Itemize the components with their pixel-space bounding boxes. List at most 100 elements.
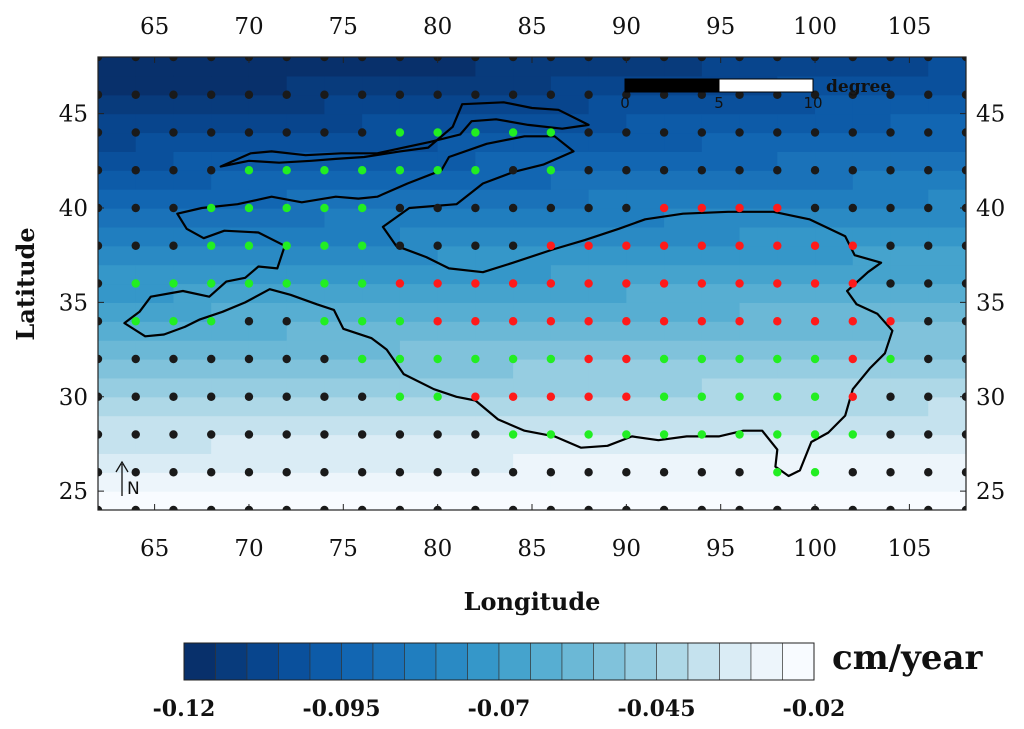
x-tick-label-bottom: 70 — [234, 536, 263, 562]
x-tick-label-top: 80 — [423, 14, 452, 40]
field-cell — [211, 321, 250, 341]
field-cell — [815, 113, 854, 134]
field-cell — [777, 434, 816, 454]
x-tick-label-bottom: 90 — [612, 536, 641, 562]
field-cell — [211, 75, 250, 96]
grid-point-insignificant — [622, 468, 631, 477]
field-cell — [135, 75, 175, 96]
field-cell — [701, 453, 741, 473]
field-cell — [664, 415, 703, 436]
grid-point-insignificant — [282, 128, 291, 137]
field-cell — [399, 377, 439, 398]
grid-point-red — [697, 203, 707, 213]
field-cell — [135, 359, 175, 379]
grid-point-insignificant — [207, 392, 216, 401]
field-cell — [286, 434, 326, 454]
grid-point-red — [584, 354, 593, 364]
field-cell — [173, 340, 212, 360]
grid-point-insignificant — [131, 468, 140, 477]
field-cell — [777, 302, 816, 322]
grid-point-insignificant — [471, 90, 480, 99]
north-arrow: N — [115, 460, 140, 499]
field-cell — [852, 283, 892, 303]
field-cell — [475, 151, 514, 171]
grid-point-insignificant — [622, 90, 631, 99]
grid-point-insignificant — [584, 128, 593, 137]
field-cell — [777, 245, 816, 266]
colorbar-cell — [498, 642, 531, 681]
field-cell — [815, 283, 854, 303]
field-cell — [550, 415, 590, 436]
field-cell — [928, 359, 966, 379]
field-cell — [98, 189, 137, 209]
scale-bar-label-5: 5 — [714, 94, 724, 112]
field-cell — [701, 434, 741, 454]
field-cell — [248, 113, 288, 134]
field-cell — [324, 57, 363, 77]
field-cell — [286, 283, 326, 303]
field-cell — [890, 453, 929, 473]
grid-point-insignificant — [659, 468, 669, 477]
grid-point-green — [773, 392, 782, 401]
field-cell — [135, 245, 175, 266]
y-tick-label-right: 45 — [976, 102, 1005, 128]
grid-point-red — [848, 392, 857, 401]
grid-point-insignificant — [697, 128, 707, 137]
grid-point-insignificant — [98, 354, 103, 364]
field-cell — [550, 94, 590, 115]
field-cell — [890, 75, 929, 96]
x-tick-label-bottom: 100 — [793, 536, 837, 562]
field-cell — [664, 57, 703, 77]
field-cell — [135, 453, 175, 473]
grid-point-green — [471, 128, 480, 137]
grid-point-insignificant — [169, 128, 178, 137]
field-cell — [437, 340, 476, 360]
field-cell — [362, 283, 401, 303]
colorbar-cell — [246, 642, 279, 681]
field-cell — [286, 302, 326, 322]
field-cell — [513, 472, 552, 492]
field-cell — [98, 283, 137, 303]
colorbar-cell — [404, 642, 437, 681]
grid-point-insignificant — [735, 90, 744, 99]
grid-point-insignificant — [773, 90, 782, 99]
field-cell — [286, 491, 326, 510]
field-cell — [701, 377, 741, 398]
field-cell — [437, 170, 476, 190]
field-cell — [890, 321, 929, 341]
grid-point-insignificant — [961, 166, 966, 175]
colorbar-cell — [687, 642, 720, 681]
grid-point-insignificant — [98, 279, 103, 288]
grid-point-green — [282, 166, 291, 175]
field-cell — [626, 94, 665, 115]
grid-point-insignificant — [433, 241, 442, 250]
field-cell — [588, 57, 627, 77]
grid-point-insignificant — [244, 430, 254, 439]
grid-point-insignificant — [886, 166, 895, 175]
grid-point-green — [848, 430, 857, 439]
field-cell — [324, 283, 363, 303]
field-cell — [777, 264, 816, 285]
field-cell — [211, 340, 250, 360]
field-cell — [739, 132, 778, 152]
field-cell — [399, 264, 439, 285]
grid-point-insignificant — [395, 430, 405, 439]
field-cell — [777, 208, 816, 228]
grid-point-insignificant — [622, 128, 631, 137]
field-cell — [362, 113, 401, 134]
x-ticks-top: 65 70 75 80 85 90 95 100 105 — [140, 14, 931, 63]
grid-point-insignificant — [735, 468, 744, 477]
field-cell — [928, 57, 966, 77]
grid-point-insignificant — [282, 430, 291, 439]
grid-point-insignificant — [282, 317, 291, 326]
field-cell — [211, 94, 250, 115]
grid-point-green — [433, 354, 442, 364]
field-cell — [890, 189, 929, 209]
grid-point-insignificant — [886, 57, 895, 62]
field-cell — [362, 75, 401, 96]
grid-point-insignificant — [924, 354, 933, 364]
grid-point-red — [622, 354, 631, 364]
field-cell — [399, 491, 439, 510]
field-cell — [362, 453, 401, 473]
grid-point-insignificant — [584, 90, 593, 99]
